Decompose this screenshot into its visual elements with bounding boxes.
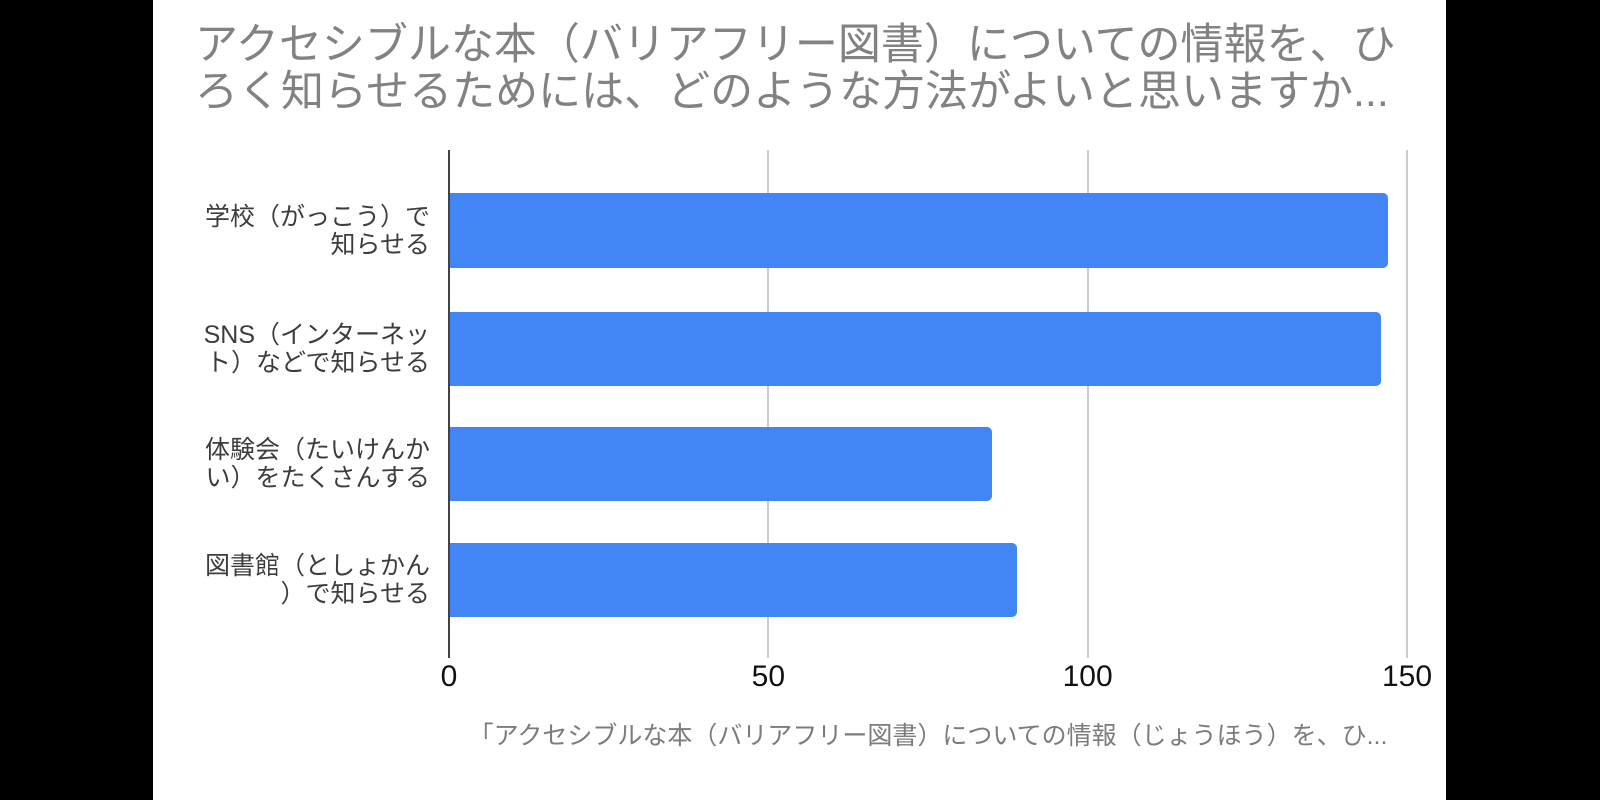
x-gridline-50 — [767, 150, 770, 658]
category-label-line: 図書館（としょかん — [204, 552, 430, 580]
category-label-0: 学校（がっこう）で 知らせる — [173, 193, 430, 268]
category-label-3: 図書館（としょかん ）で知らせる — [173, 543, 430, 617]
category-label-line: ト）などで知らせる — [205, 349, 430, 377]
x-gridline-100 — [1086, 150, 1089, 658]
bar-1[interactable] — [450, 312, 1382, 386]
letterbox-right — [1446, 0, 1600, 800]
x-axis-caption: 「アクセシブルな本（バリアフリー図書）についての情報（じょうほう）を、ひ... — [468, 722, 1388, 750]
category-label-line: 体験会（たいけんか — [204, 436, 430, 464]
category-label-line: SNS（インターネッ — [203, 321, 430, 349]
chart-title-line2: ろく知らせるためには、どのような方法がよいと思いますか... — [195, 68, 1389, 116]
category-label-line: 知らせる — [330, 230, 430, 259]
bar-2[interactable] — [450, 427, 992, 501]
x-tick-label-0: 0 — [440, 660, 458, 693]
category-label-1: SNS（インターネッ ト）などで知らせる — [173, 312, 430, 386]
y-axis-line — [448, 150, 450, 658]
x-tick-label-50: 50 — [751, 660, 786, 693]
chart-title: アクセシブルな本（バリアフリー図書）についての情報を、ひ ろく知らせるためには、… — [195, 22, 1430, 116]
chart-panel: アクセシブルな本（バリアフリー図書）についての情報を、ひ ろく知らせるためには、… — [153, 0, 1446, 800]
category-label-line: い）をたくさんする — [205, 464, 430, 492]
chart-title-line1: アクセシブルな本（バリアフリー図書）についての情報を、ひ — [195, 22, 1396, 69]
category-label-line: 学校（がっこう）で — [204, 202, 430, 231]
letterbox-left — [0, 0, 153, 800]
category-label-2: 体験会（たいけんか い）をたくさんする — [173, 427, 430, 501]
x-tick-label-150: 150 — [1381, 660, 1433, 693]
bar-3[interactable] — [450, 543, 1018, 617]
x-tick-label-100: 100 — [1062, 660, 1113, 693]
bar-0[interactable] — [450, 193, 1388, 268]
x-gridline-150 — [1406, 150, 1408, 658]
category-label-line: ）で知らせる — [280, 580, 430, 608]
